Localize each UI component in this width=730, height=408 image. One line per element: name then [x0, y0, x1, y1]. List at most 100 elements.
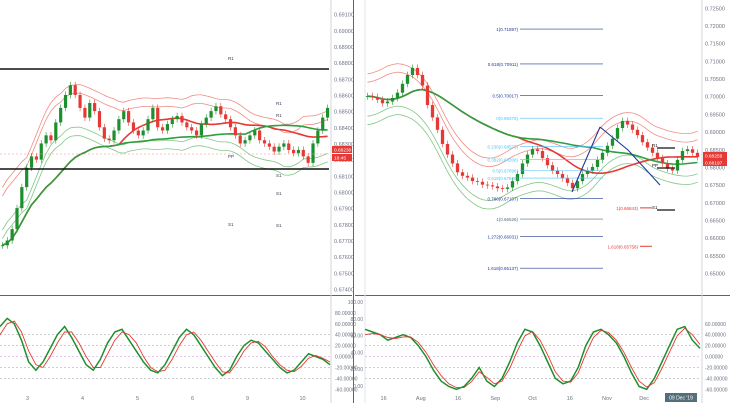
date-tag-bg: [665, 393, 697, 402]
candle-body: [455, 163, 460, 173]
candle-body: [635, 129, 640, 136]
oscillator-axis-tick: -60.00000: [705, 387, 728, 393]
candle-body: [420, 74, 425, 86]
candle-body: [515, 174, 520, 182]
candle-body: [127, 111, 131, 123]
candle-body: [425, 85, 430, 106]
candle-body: [151, 107, 155, 120]
fib-level-label: 0.618(0.67686): [487, 176, 518, 181]
candle-body: [495, 186, 500, 189]
candle-body: [29, 156, 34, 168]
pivot-label: R1: [276, 101, 282, 106]
candle-body: [430, 105, 435, 118]
candle-body: [660, 158, 665, 164]
oscillator-axis-tick: 20.00000: [705, 344, 726, 350]
candle-body: [375, 96, 380, 100]
price-axis-tick: 0.68900: [334, 45, 354, 51]
candle-body: [610, 138, 615, 146]
time-axis-tick: 10: [299, 396, 305, 402]
candle-body: [565, 178, 570, 183]
candle-body: [10, 229, 14, 241]
candle-body: [88, 103, 92, 118]
candle-body: [156, 107, 160, 128]
candle-body: [122, 111, 126, 120]
candle-body: [253, 130, 257, 136]
candle-body: [59, 107, 63, 123]
fib-level-label: 0.5(0.70017): [492, 94, 518, 99]
candle-body: [415, 67, 420, 75]
candle-body: [228, 119, 233, 128]
candle-body: [665, 163, 670, 169]
time-axis-tick: Aug: [416, 396, 426, 402]
price-axis-tick: 0.70000: [705, 95, 725, 101]
price-axis-tick: 0.68100: [334, 174, 354, 180]
candle-body: [175, 115, 179, 120]
price-axis-tick: 0.67800: [334, 223, 354, 229]
oscillator-axis-tick: -20.00000: [705, 365, 728, 371]
price-axis-tick: 0.68000: [334, 190, 354, 196]
candle-body: [311, 143, 315, 163]
candle-body: [580, 174, 585, 182]
price-axis-tick: 0.68500: [705, 148, 725, 154]
candle-body: [680, 151, 685, 160]
bollinger-lower-inner: [367, 105, 698, 201]
price-axis-tick: 0.67500: [334, 271, 354, 277]
candle-body: [141, 130, 145, 136]
date-tag-label: 09 Dec '19: [669, 396, 693, 402]
oscillator-left-axis-tick: 100.00: [348, 300, 364, 306]
fib-level-label: 1(0.66526): [496, 217, 518, 222]
candle-body: [180, 115, 184, 123]
price-tag-label: 0.68259: [705, 154, 723, 160]
price-tag-label: 18:45: [334, 156, 346, 162]
price-axis-tick: 0.68200: [334, 158, 354, 164]
candle-body: [15, 208, 19, 230]
candle-body: [380, 99, 385, 104]
candle-body: [78, 94, 82, 108]
time-axis-tick: 4: [81, 396, 84, 402]
candle-body: [39, 143, 43, 160]
fib-level-label: 0.236(0.68573): [487, 145, 518, 150]
pivot-label: S1: [276, 191, 282, 196]
candle-body: [390, 97, 395, 102]
candle-body: [34, 156, 38, 160]
candle-body: [630, 124, 635, 130]
pivot-label: PP: [228, 154, 234, 159]
candle-body: [49, 135, 53, 141]
time-axis-tick: 16: [455, 396, 461, 402]
candle-body: [214, 106, 218, 112]
bollinger-upper-outer: [2, 84, 328, 188]
pivot-label: R1: [276, 113, 282, 118]
price-tag-bg: [332, 154, 352, 161]
candle-body: [600, 152, 605, 160]
candle-body: [296, 149, 301, 154]
candle-body: [136, 130, 140, 136]
candle-body: [282, 143, 286, 147]
oscillator-left-axis-tick: 0.00: [353, 384, 363, 390]
price-axis-tick: 0.68600: [334, 93, 354, 99]
candle-body: [165, 124, 170, 131]
fib-level-label: 0.5(0.67896): [492, 169, 518, 174]
candle-body: [440, 129, 445, 144]
fib-level-label: 0.382(0.68208): [487, 158, 518, 163]
pivot-label: R1: [652, 143, 658, 148]
trend-line: [599, 126, 661, 186]
candle-body: [219, 106, 223, 115]
fib-level-label: 1.618(0.65137): [487, 266, 518, 271]
price-axis-tick: 0.67400: [334, 288, 354, 294]
oscillator-axis-tick: 0.00000: [335, 355, 353, 361]
oscillator-axis-tick: 0.00000: [705, 355, 723, 361]
fib-level-label: 1.272(0.66031): [487, 235, 518, 240]
price-axis-tick: 0.68700: [334, 77, 354, 83]
oscillator-axis-tick: -40.00000: [705, 376, 728, 382]
candle-body: [400, 83, 405, 93]
time-axis-tick: Dec: [639, 396, 649, 402]
price-tag-bg: [332, 146, 352, 153]
candle-body: [500, 188, 505, 189]
candle-body: [199, 124, 203, 136]
candle-body: [685, 149, 690, 152]
candle-body: [204, 117, 208, 125]
candle-body: [292, 149, 296, 154]
candle-body: [248, 135, 252, 141]
candle-body: [480, 181, 485, 185]
